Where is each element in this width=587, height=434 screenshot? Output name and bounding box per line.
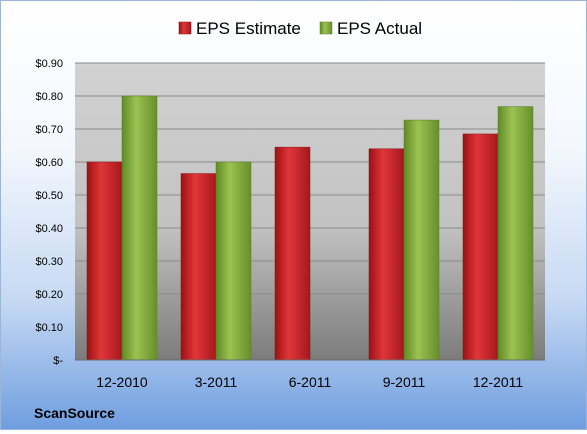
bar-estimate-3-2011 [180,173,217,361]
legend-label-estimate: EPS Estimate [196,19,301,38]
legend-swatch-estimate [178,21,192,35]
x-axis: 12-2010 3-2011 6-2011 9-2011 12-2011 [96,374,523,390]
legend-swatch-actual [319,21,333,35]
bar-estimate-12-2011 [462,133,499,361]
company-name: ScanSource [34,405,115,421]
y-tick-label: $0.70 [35,124,63,136]
x-tick-label: 9-2011 [383,374,426,390]
y-tick-label: $0.20 [35,289,63,301]
y-tick-label: $0.30 [35,256,63,268]
y-tick-label: $0.40 [35,223,63,235]
y-tick-label: $0.90 [35,58,63,70]
legend-label-actual: EPS Actual [337,19,422,38]
y-tick-label: $- [53,355,63,367]
bars [86,95,534,361]
bar-estimate-9-2011 [368,148,405,361]
y-axis: $- $0.10 $0.20 $0.30 $0.40 $0.50 $0.60 $0.70 $0.… [35,58,545,367]
x-tick-label: 12-2010 [96,374,148,390]
bar-estimate-12-2010 [86,161,123,361]
bar-estimate-6-2011 [274,146,311,361]
y-tick-label: $0.60 [35,157,63,169]
bar-actual-12-2011 [497,106,534,361]
x-tick-label: 12-2011 [473,374,524,390]
y-tick-label: $0.80 [35,91,63,103]
legend: EPS Estimate EPS Actual [178,19,422,38]
x-tick-label: 6-2011 [289,374,332,390]
y-tick-label: $0.50 [35,190,63,202]
bar-actual-9-2011 [403,119,440,361]
bar-actual-3-2011 [215,161,252,361]
bar-actual-12-2010 [121,95,158,361]
y-tick-label: $0.10 [35,322,63,334]
x-tick-label: 3-2011 [195,374,238,390]
